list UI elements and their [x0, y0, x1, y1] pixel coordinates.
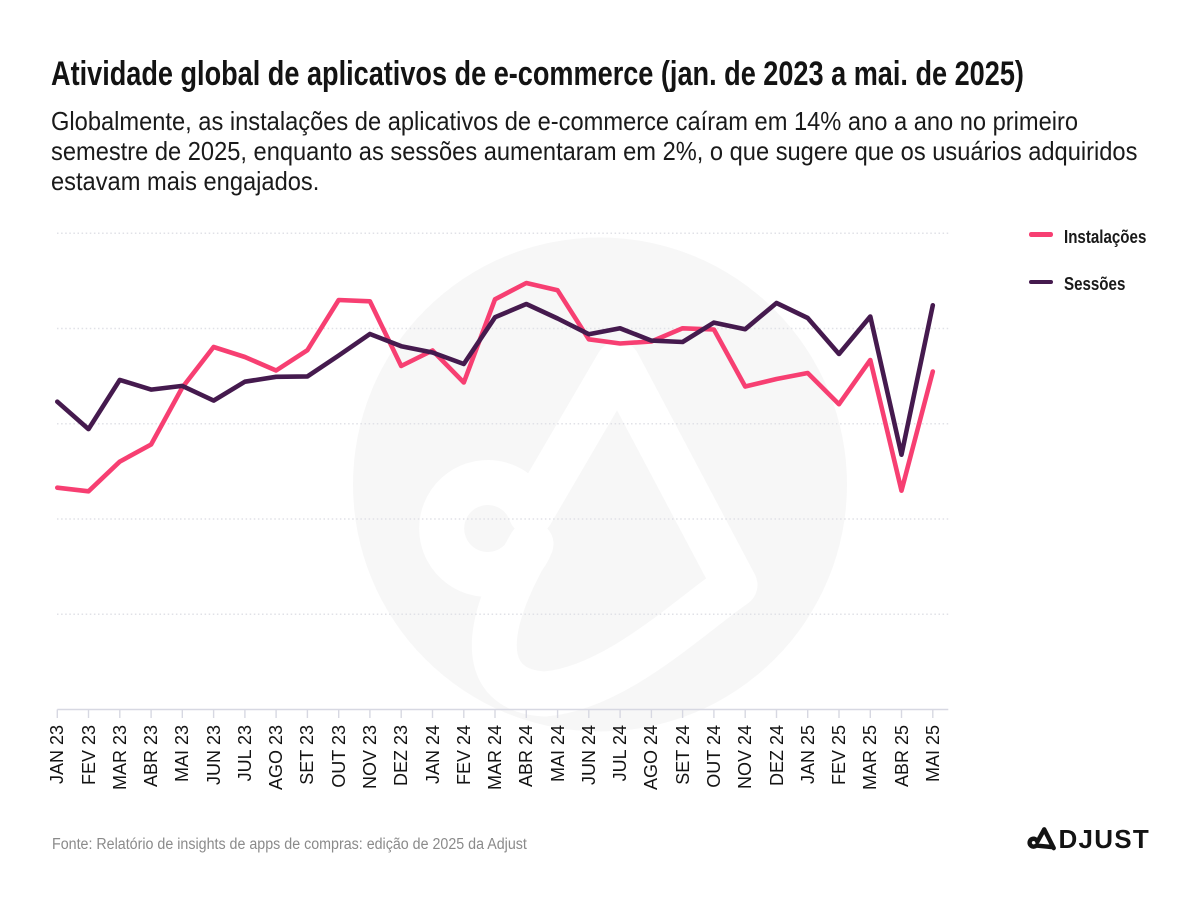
svg-text:DJUST: DJUST [1059, 824, 1151, 854]
